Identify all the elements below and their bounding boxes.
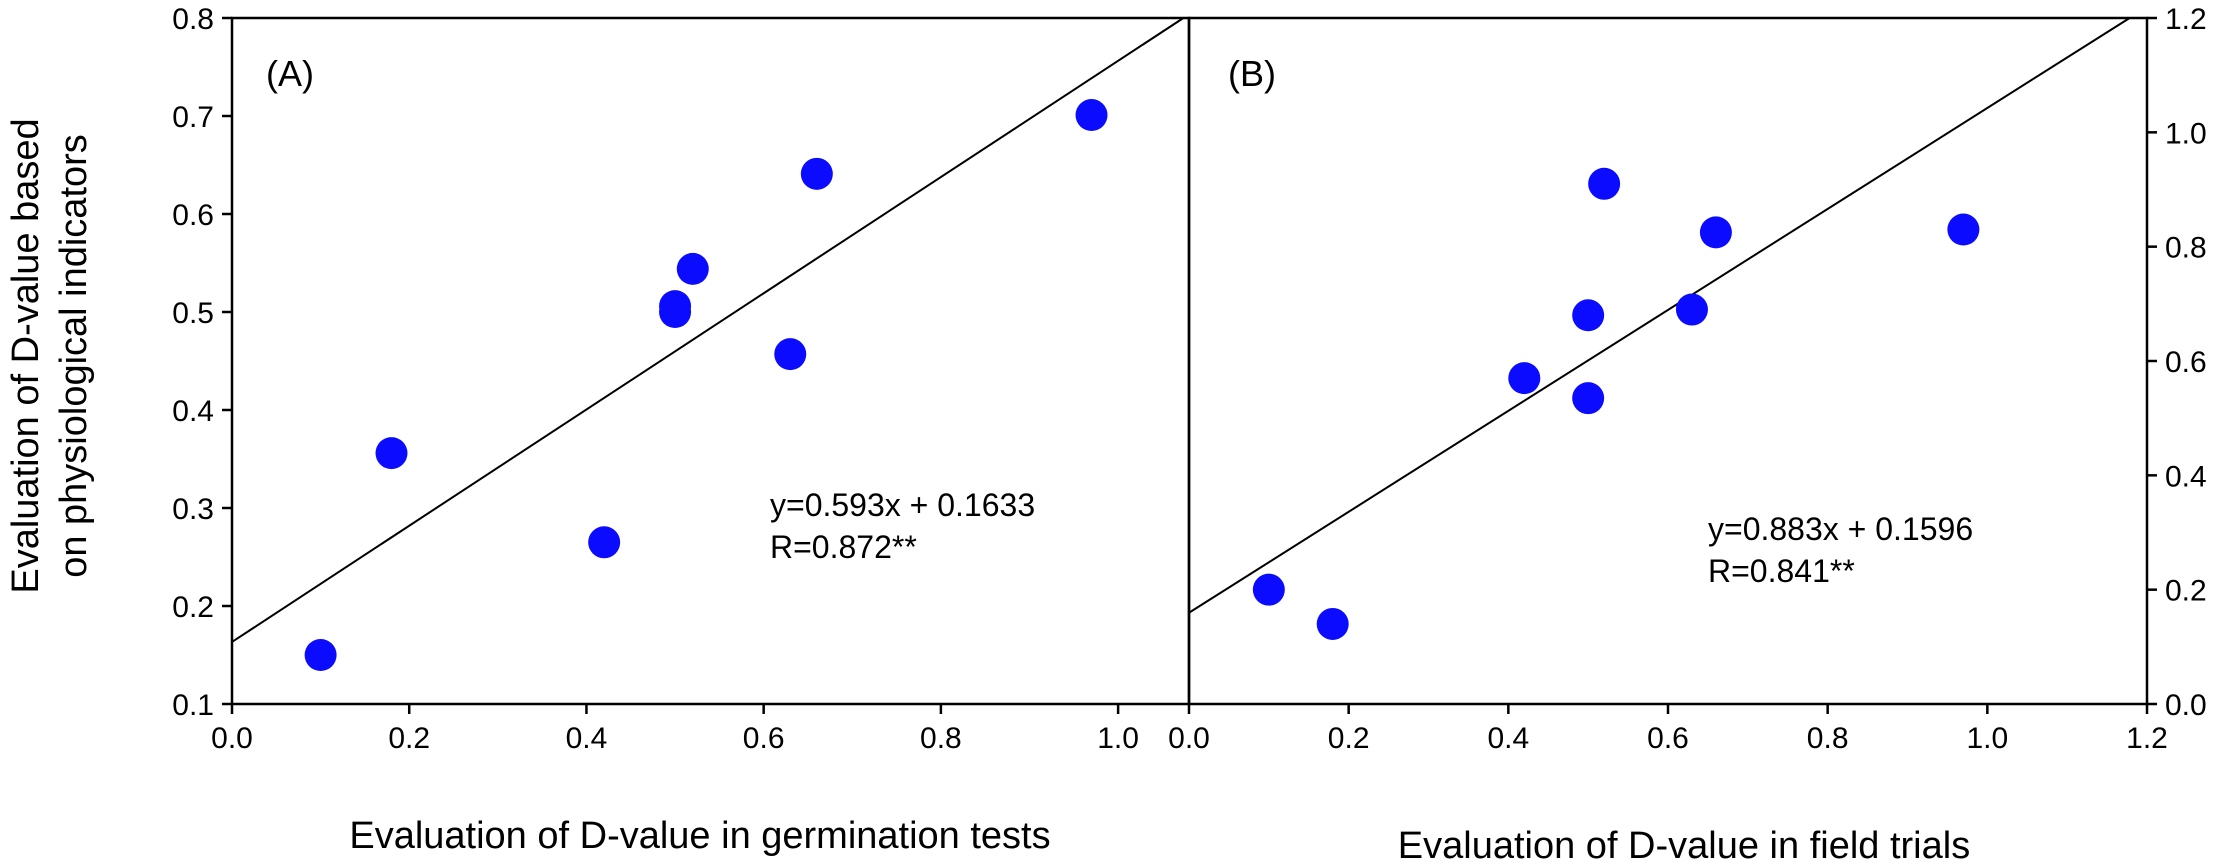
panel-a-point-4 — [659, 290, 692, 323]
panel-a-y-tick-label-5: 0.6 — [172, 199, 214, 232]
panel-a-point-8 — [1075, 99, 1108, 132]
panel-a-x-tick-label-5: 1.0 — [1097, 722, 1139, 755]
panel-a-y-tick-label-7: 0.8 — [172, 3, 214, 36]
panel-b-x-tick-label-0: 0.0 — [1168, 722, 1210, 755]
panel-a-x-tick-label-0: 0.0 — [211, 722, 253, 755]
panel-b-equation: y=0.883x + 0.1596 — [1708, 511, 1973, 547]
panel-a-x-tick-label-4: 0.8 — [920, 722, 962, 755]
panel-b-r-value: R=0.841** — [1708, 553, 1855, 589]
panel-b-x-tick-label-5: 1.0 — [1966, 722, 2008, 755]
panel-a-regression-line — [231, 17, 1184, 643]
panel-b-point-8 — [1947, 213, 1980, 246]
panel-b-y-tick-label-3: 0.6 — [2165, 346, 2207, 379]
panel-a-r-value: R=0.872** — [770, 529, 917, 565]
panel-b-marks: 0.0 0.2 0.4 0.6 0.8 1.0 1.20.00.20.40.60.81.01… — [1168, 3, 2207, 755]
panel-b-point-1 — [1316, 607, 1349, 640]
panel-a-point-1 — [375, 437, 408, 470]
panel-a-label: (A) — [266, 53, 314, 94]
panel-a-y-tick-label-4: 0.5 — [172, 297, 214, 330]
panel-b-x-axis-title: Evaluation of D-value in field trials — [1398, 825, 1970, 867]
panel-a-point-0 — [304, 639, 337, 671]
panel-b-y-tick-label-1: 0.2 — [2165, 575, 2207, 608]
panel-a-point-5 — [676, 252, 709, 285]
panel-b-x-tick-label-6: 1.2 — [2126, 722, 2168, 755]
panel-b-point-7 — [1699, 216, 1732, 249]
panel-b-regression-line — [1188, 17, 2131, 614]
panel-a-x-tick-label-3: 0.6 — [743, 722, 785, 755]
panel-a-y-tick-label-6: 0.7 — [172, 101, 214, 134]
panel-a-y-tick-label-1: 0.2 — [172, 591, 214, 624]
panel-a-frame — [230, 16, 1191, 706]
panel-b-point-6 — [1675, 293, 1708, 326]
panel-a: (A) y=0.593x + 0.1633 R=0.872** Evaluati… — [172, 3, 1191, 857]
panel-b: (B) y=0.883x + 0.1596 R=0.841** Evaluati… — [1168, 3, 2207, 867]
panel-b-y-tick-label-2: 0.4 — [2165, 460, 2207, 493]
panel-b-point-0 — [1252, 573, 1285, 606]
panel-b-y-tick-label-4: 0.8 — [2165, 232, 2207, 265]
panel-a-y-tick-label-2: 0.3 — [172, 493, 214, 526]
y-axis-title-line1: Evaluation of D-value based — [5, 118, 47, 593]
panel-a-point-2 — [588, 526, 621, 559]
panel-b-x-tick-label-1: 0.2 — [1328, 722, 1370, 755]
panel-a-equation: y=0.593x + 0.1633 — [770, 487, 1035, 523]
panel-a-y-tick-label-0: 0.1 — [172, 689, 214, 722]
panel-b-point-5 — [1588, 167, 1621, 200]
panel-a-x-tick-label-2: 0.4 — [566, 722, 608, 755]
panel-b-point-2 — [1508, 362, 1541, 395]
panel-b-x-tick-label-4: 0.8 — [1807, 722, 1849, 755]
panel-b-x-tick-label-3: 0.6 — [1647, 722, 1689, 755]
panel-b-point-3 — [1572, 382, 1605, 415]
panel-a-point-6 — [774, 338, 807, 371]
panel-a-point-7 — [800, 157, 833, 190]
y-axis-title-line2: on physiological indicators — [53, 134, 95, 578]
panel-b-y-tick-label-5: 1.0 — [2165, 117, 2207, 150]
panel-b-x-tick-label-2: 0.4 — [1487, 722, 1529, 755]
panel-b-label: (B) — [1228, 53, 1276, 94]
panel-b-frame — [1187, 16, 2149, 706]
panel-a-x-tick-label-1: 0.2 — [388, 722, 430, 755]
panel-b-y-tick-label-6: 1.2 — [2165, 3, 2207, 36]
panel-b-y-tick-label-0: 0.0 — [2165, 689, 2207, 722]
panel-a-marks: 0.0 0.2 0.4 0.6 0.8 1.0 0.1 0.2 0.3 0.4 0.5 0.6 0.7 0… — [172, 3, 1184, 755]
panel-b-point-4 — [1572, 299, 1605, 332]
panel-a-x-axis-title: Evaluation of D-value in germination tes… — [349, 815, 1050, 857]
panel-a-y-tick-label-3: 0.4 — [172, 395, 214, 428]
